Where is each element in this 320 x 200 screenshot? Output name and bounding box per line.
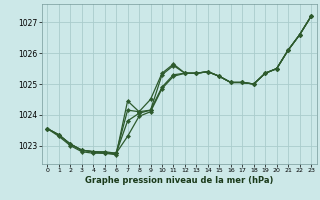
X-axis label: Graphe pression niveau de la mer (hPa): Graphe pression niveau de la mer (hPa) bbox=[85, 176, 273, 185]
